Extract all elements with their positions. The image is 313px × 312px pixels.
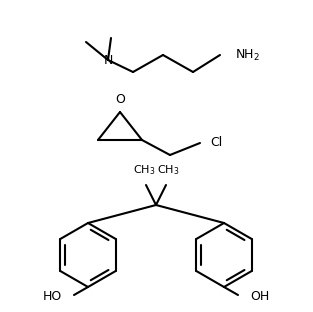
Text: NH$_2$: NH$_2$	[235, 47, 260, 62]
Text: CH$_3$: CH$_3$	[133, 163, 155, 177]
Text: CH$_3$: CH$_3$	[157, 163, 179, 177]
Text: O: O	[115, 93, 125, 106]
Text: OH: OH	[250, 290, 269, 304]
Text: N: N	[103, 53, 113, 66]
Text: Cl: Cl	[210, 137, 222, 149]
Text: HO: HO	[43, 290, 62, 304]
